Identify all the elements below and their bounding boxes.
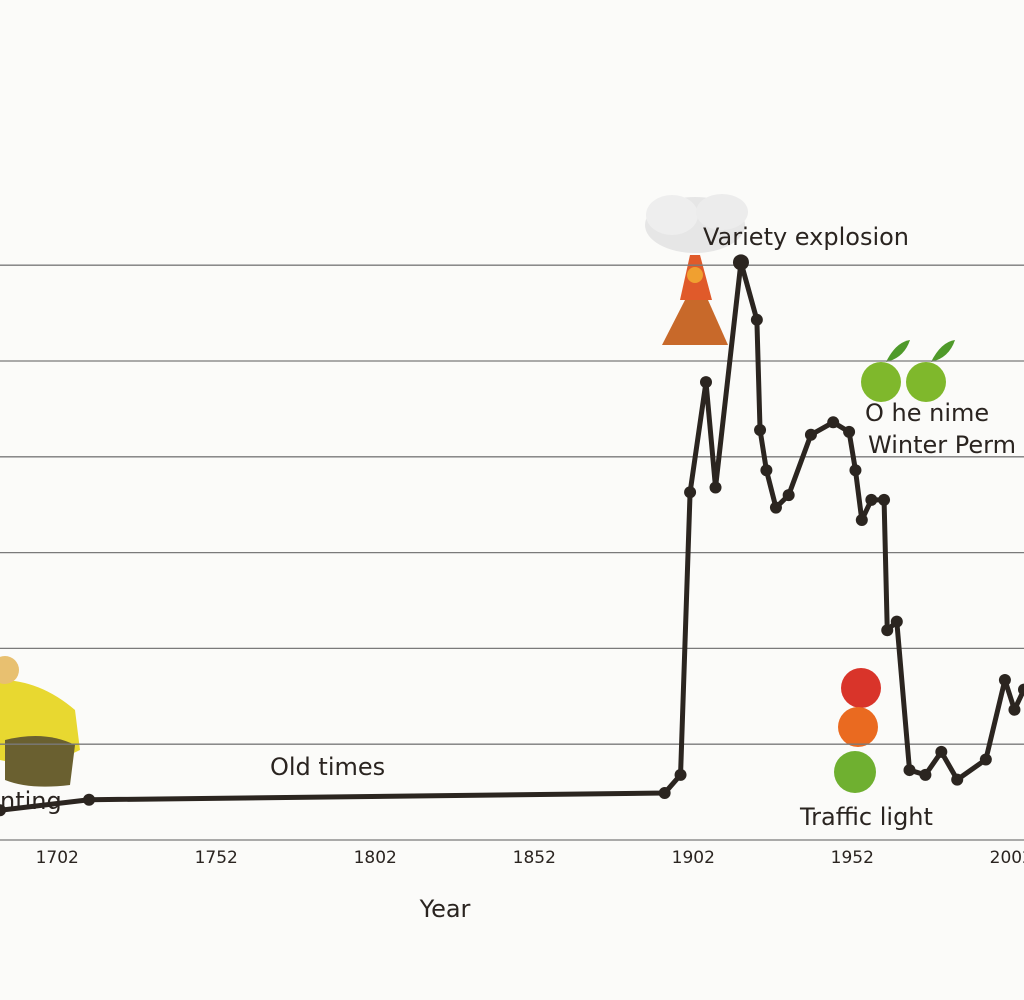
data-point: [732, 254, 749, 271]
data-point: [998, 674, 1011, 687]
data-point: [769, 501, 782, 514]
data-point: [658, 787, 671, 800]
data-point: [919, 768, 932, 781]
data-point: [684, 486, 697, 499]
data-point: [709, 481, 722, 494]
annotation: nting: [0, 787, 62, 815]
x-tick-label: 1802: [354, 848, 397, 868]
data-point: [674, 768, 687, 781]
data-point: [890, 615, 903, 628]
x-tick-label: 1902: [672, 848, 715, 868]
data-point: [782, 489, 795, 502]
data-point: [878, 493, 891, 506]
x-tick-label: 1752: [195, 848, 238, 868]
data-point: [827, 416, 840, 429]
data-point: [865, 493, 878, 506]
x-axis-label: Year: [419, 895, 471, 923]
x-tick-label: 1952: [831, 848, 874, 868]
data-point: [935, 745, 948, 758]
data-point: [849, 464, 862, 477]
data-point: [754, 423, 767, 436]
annotation: Winter Perm: [868, 431, 1016, 459]
data-point: [0, 804, 6, 817]
data-point: [979, 753, 992, 766]
data-point: [750, 313, 763, 326]
apple-illustration: [834, 340, 955, 793]
x-tick-label: 1852: [513, 848, 556, 868]
volcano-illustration: [645, 194, 748, 345]
annotation: Old times: [270, 753, 385, 781]
data-point: [1018, 683, 1024, 696]
plot: 1702 1752 1802 1852 1902 1952 2002 Variety expl…: [0, 223, 1024, 868]
data-point: [1008, 703, 1021, 716]
data-point: [903, 764, 916, 777]
data-point: [951, 773, 964, 786]
data-point: [843, 425, 856, 438]
data-point: [699, 376, 712, 389]
annotation: O he nime: [865, 399, 989, 427]
x-tick-label: 1702: [36, 848, 79, 868]
data-point: [855, 514, 868, 527]
annotation: Variety explosion: [703, 223, 909, 251]
data-point: [760, 464, 773, 477]
data-point: [804, 428, 817, 441]
data-point: [881, 624, 894, 637]
annotation: Traffic light: [799, 803, 933, 831]
x-tick-label: 2002: [990, 848, 1024, 868]
data-point: [83, 793, 96, 806]
person-illustration: [0, 656, 80, 787]
